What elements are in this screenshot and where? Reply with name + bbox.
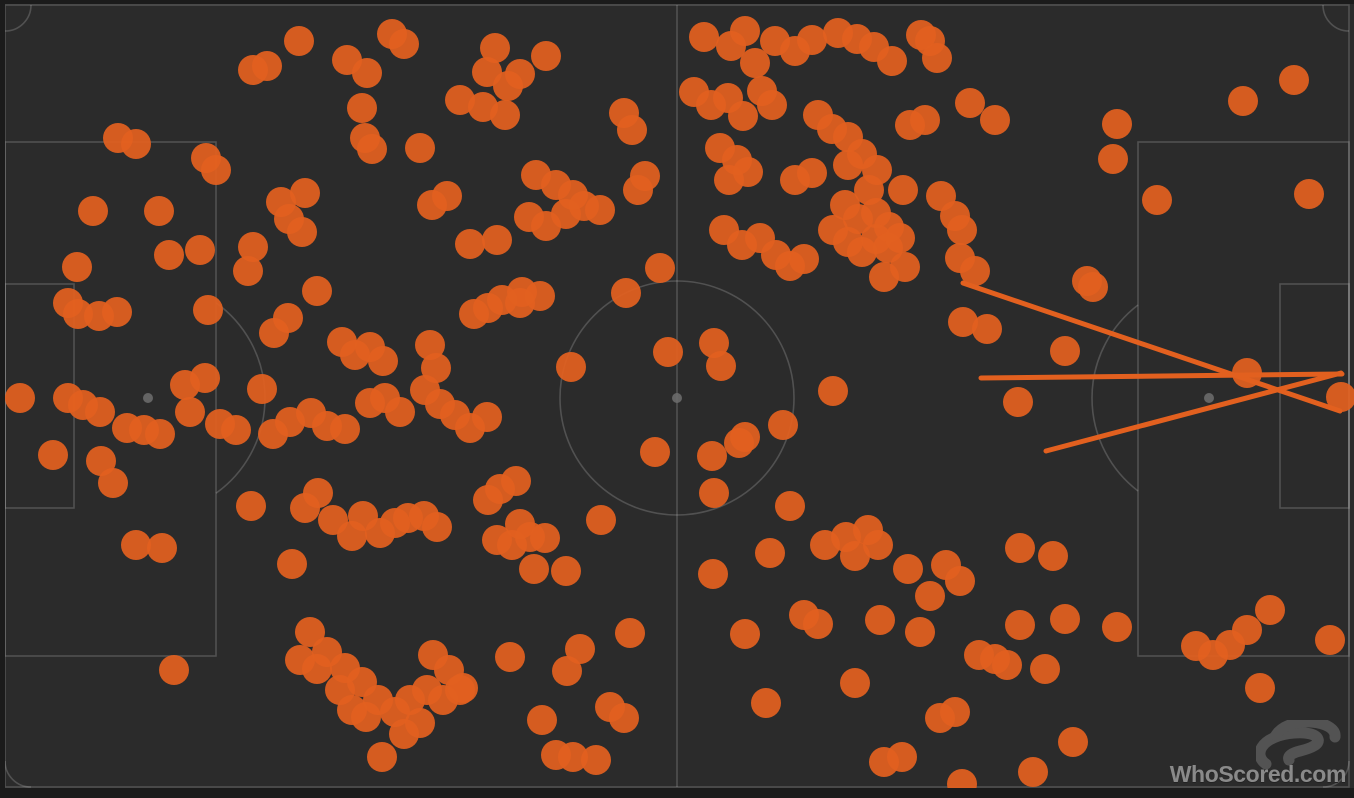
right-penalty-box <box>1137 141 1350 657</box>
left-penalty-spot <box>143 393 153 403</box>
corner-arc-top-right <box>1322 4 1350 32</box>
left-penalty-box <box>4 141 217 657</box>
corner-arc-bottom-left <box>4 760 32 788</box>
right-penalty-spot <box>1204 393 1214 403</box>
right-goal-area <box>1279 283 1350 509</box>
center-spot <box>672 393 682 403</box>
right-penalty-arc <box>1091 304 1139 492</box>
corner-arc-top-left <box>4 4 32 32</box>
frame-band-bottom <box>0 788 1354 798</box>
left-penalty-arc <box>215 302 266 494</box>
corner-arc-bottom-right <box>1322 760 1350 788</box>
frame-band-top <box>0 0 1354 4</box>
center-circle <box>559 280 795 516</box>
left-goal-area <box>4 283 75 509</box>
frame-band-right <box>0 0 5 798</box>
